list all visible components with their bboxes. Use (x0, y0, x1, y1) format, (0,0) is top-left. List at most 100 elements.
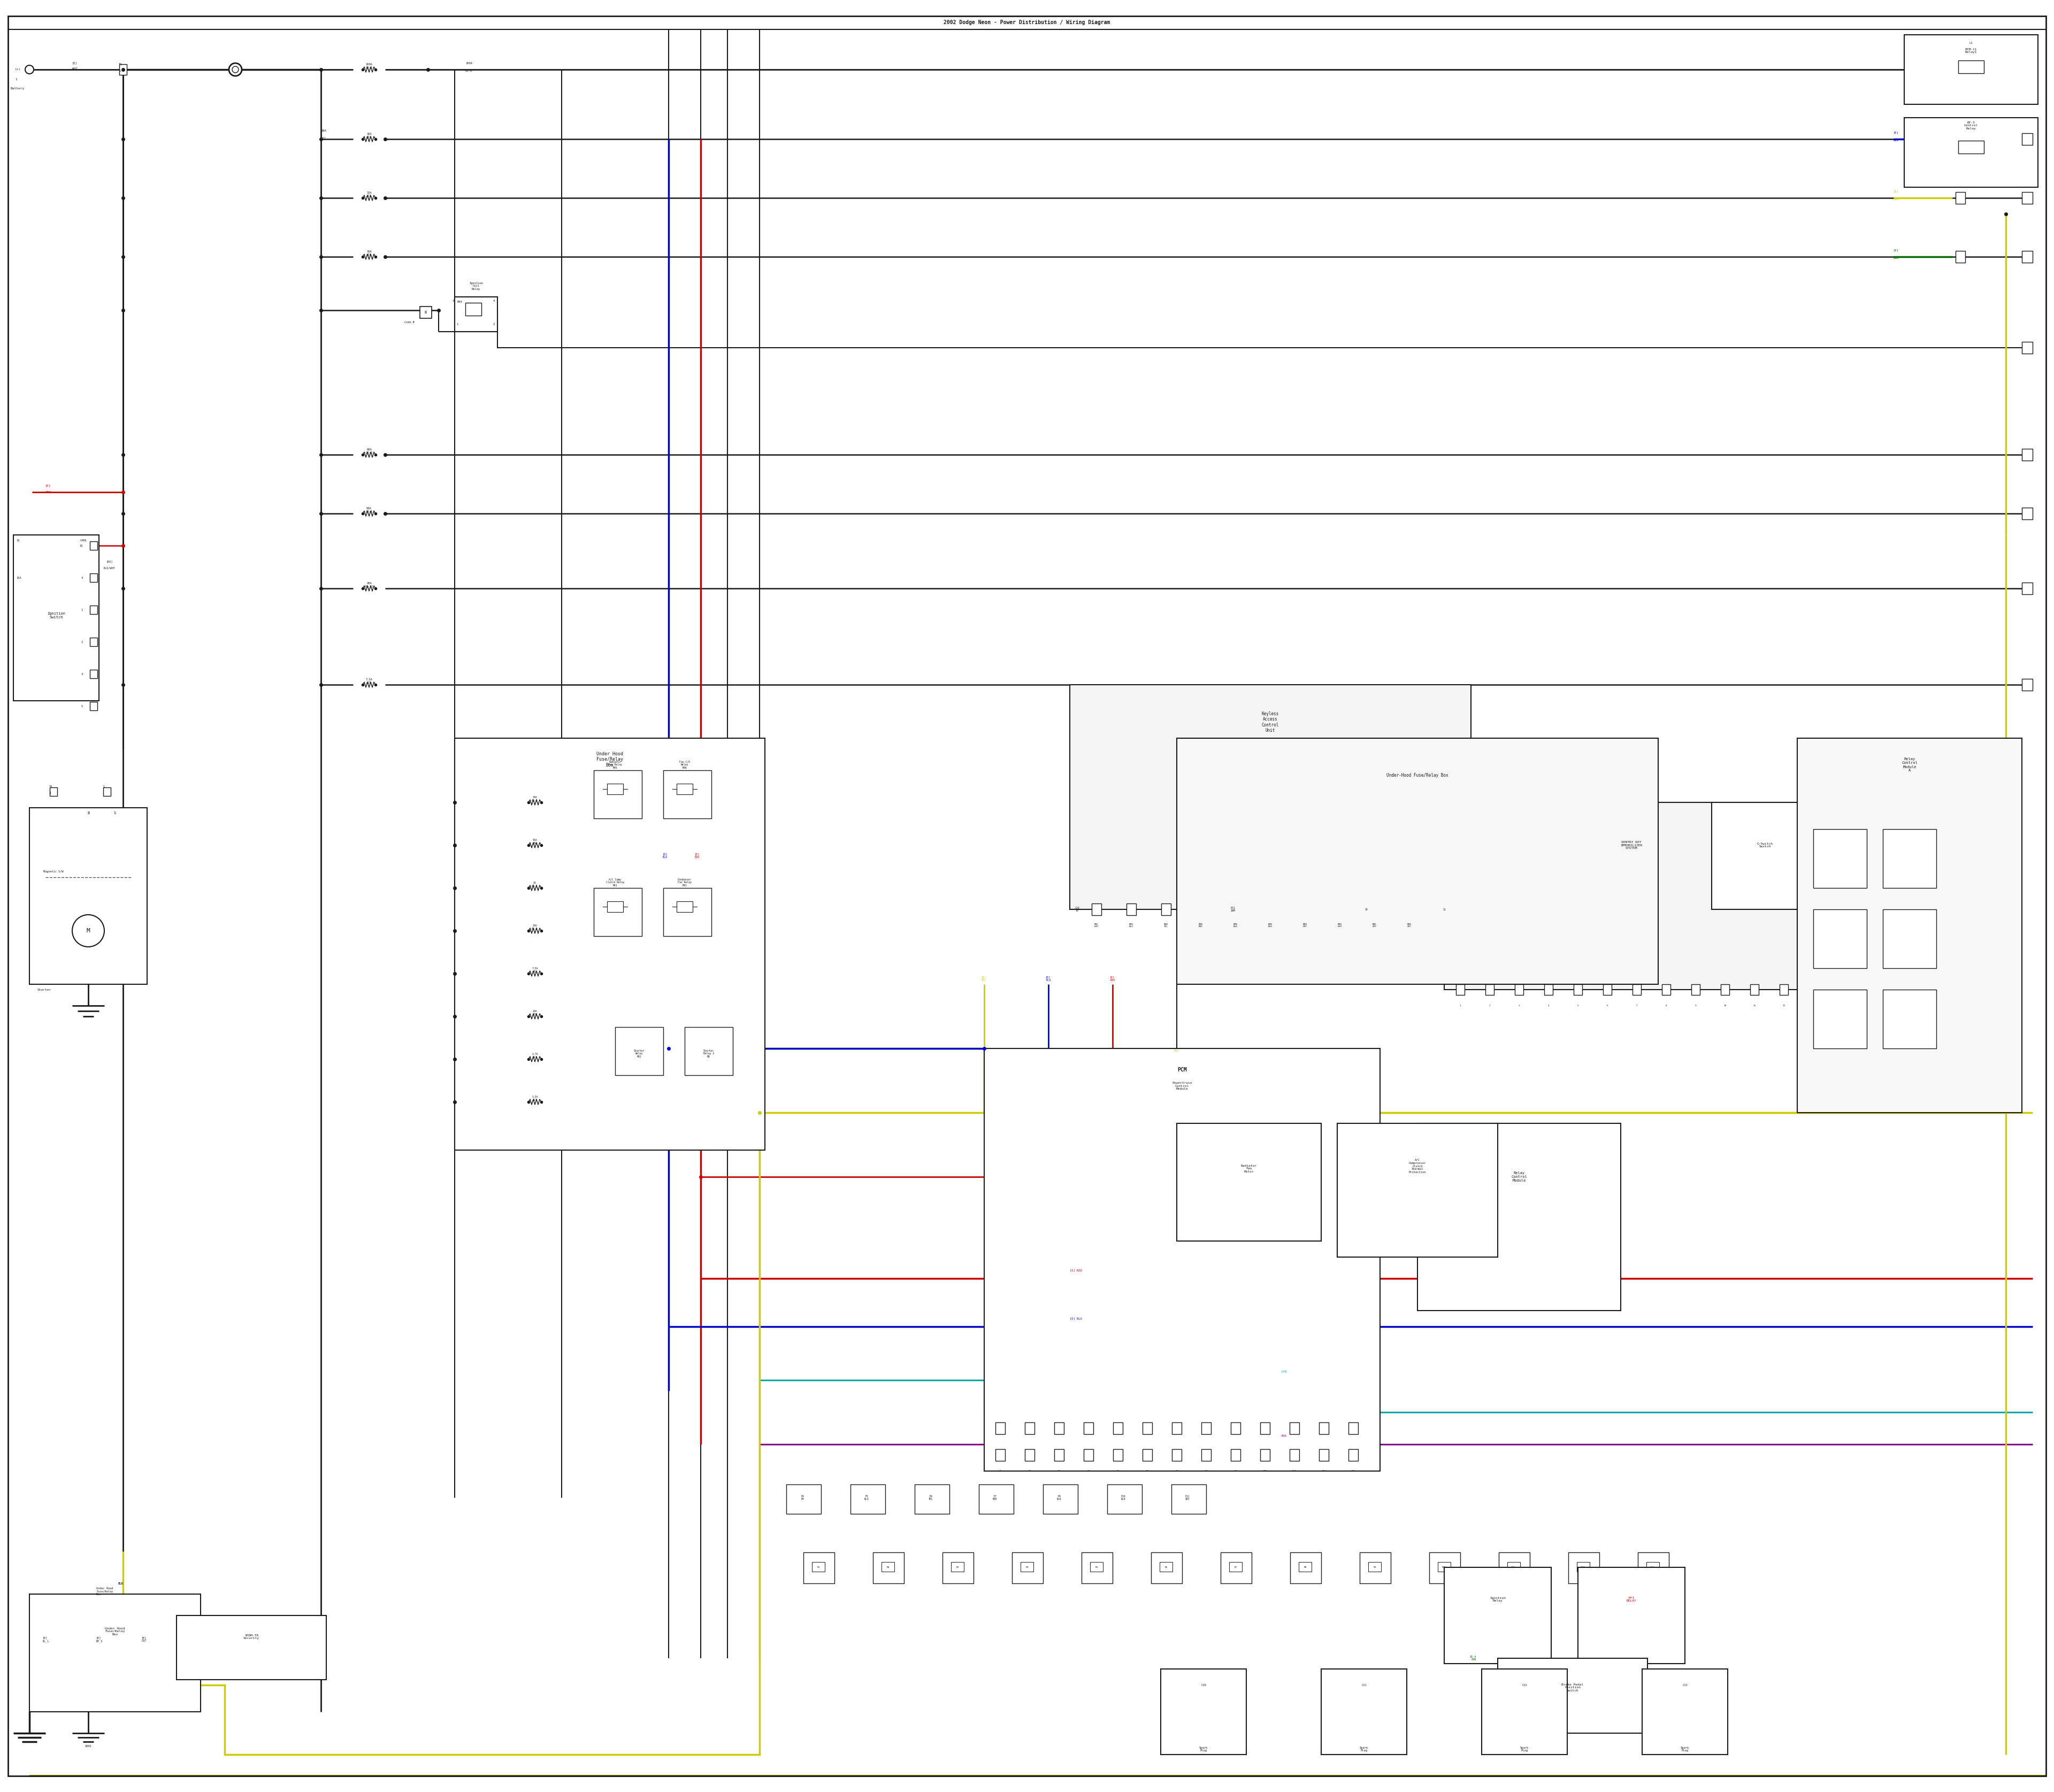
Bar (850, 1484, 885, 1514)
Text: 60A
A2-3: 60A A2-3 (366, 448, 372, 453)
Text: M44: M44 (458, 301, 462, 303)
Text: C4: C4 (1087, 1469, 1091, 1471)
Bar (1884, 989, 1937, 1048)
Bar (1904, 118, 2038, 186)
Bar (90, 573, 97, 582)
Bar (466, 303, 481, 315)
Text: 2002 Dodge Neon - Power Distribution / Wiring Diagram: 2002 Dodge Neon - Power Distribution / W… (943, 20, 1111, 25)
Bar (2021, 507, 2033, 520)
Bar (1054, 1423, 1064, 1434)
Bar (1091, 1563, 1103, 1572)
Text: WHT: WHT (72, 66, 78, 70)
Text: ELD: ELD (117, 1582, 123, 1584)
Text: Spark
Plug: Spark Plug (1520, 1747, 1528, 1753)
Text: 12: 12 (1783, 1005, 1785, 1007)
Text: 50A
A2-1: 50A A2-1 (366, 507, 372, 513)
Bar (1485, 984, 1493, 995)
Text: C11: C11 (1292, 1469, 1296, 1471)
Text: Brake Pedal
Position
Switch: Brake Pedal Position Switch (1561, 1683, 1584, 1692)
Text: Code B: Code B (405, 321, 415, 323)
Text: RED: RED (45, 491, 51, 493)
Text: [E]
RED: [E] RED (1109, 977, 1115, 982)
Text: [E]: [E] (45, 484, 51, 487)
Bar (803, 1552, 834, 1584)
Bar (1290, 1552, 1321, 1584)
Text: 2.7A
A11: 2.7A A11 (532, 1052, 538, 1059)
Text: Under Hood
Fuse/Relay
Box: Under Hood Fuse/Relay Box (596, 751, 622, 767)
Bar (996, 1423, 1004, 1434)
Text: M9: M9 (1374, 1566, 1376, 1568)
Bar (1202, 1423, 1212, 1434)
Text: 7.5A
A25: 7.5A A25 (366, 679, 372, 685)
Text: M13: M13 (1651, 1566, 1656, 1568)
Text: M12: M12 (1582, 1566, 1586, 1568)
Text: Radiator
Fan
Motor: Radiator Fan Motor (1241, 1165, 1257, 1174)
Text: 1.5A
A17: 1.5A A17 (532, 1095, 538, 1102)
Text: [EE]: [EE] (107, 561, 113, 563)
Text: BRB
BLK: BRB BLK (1234, 923, 1239, 928)
Bar (1516, 984, 1524, 995)
Text: [E]
BLU: [E] BLU (663, 853, 668, 858)
Bar (1335, 903, 1345, 916)
Bar (1113, 1450, 1124, 1460)
Bar (1508, 1563, 1520, 1572)
Text: BRE
GRY: BRE GRY (1372, 923, 1376, 928)
Text: Under-Hood Fuse/Relay Box: Under-Hood Fuse/Relay Box (1386, 772, 1448, 778)
Bar (1721, 984, 1729, 995)
Bar (1300, 903, 1310, 916)
Text: Starter
Relay 2
M8: Starter Relay 2 M8 (702, 1050, 715, 1059)
Text: BRB
GRY: BRB GRY (1302, 923, 1306, 928)
Bar (1202, 1450, 1212, 1460)
Bar (1349, 1450, 1358, 1460)
Text: Ignition
Coil
Relay: Ignition Coil Relay (468, 281, 483, 290)
Text: C6: C6 (1146, 1469, 1148, 1471)
Text: DGN: DGN (1894, 256, 1898, 260)
Bar (119, 65, 127, 75)
Text: C7: C7 (1175, 1469, 1179, 1471)
Text: M7: M7 (1234, 1566, 1237, 1568)
Bar (1797, 738, 2021, 1113)
Bar (419, 306, 431, 319)
Bar (1779, 984, 1789, 995)
Text: 2A
A4-1: 2A A4-1 (532, 882, 538, 887)
Text: A/C Comp
Clutch Relay
M41: A/C Comp Clutch Relay M41 (606, 878, 624, 887)
Bar (594, 889, 641, 935)
Text: C5: C5 (1117, 1469, 1119, 1471)
Bar (1161, 1668, 1247, 1754)
Circle shape (72, 914, 105, 946)
Bar (1647, 1563, 1660, 1572)
Bar (1177, 738, 1658, 984)
Text: [E] BLU: [E] BLU (1070, 1317, 1082, 1321)
Bar (1417, 1124, 1621, 1310)
Text: PCM: PCM (1177, 1068, 1187, 1073)
Text: CYN: CYN (1282, 1371, 1286, 1373)
Bar (1126, 903, 1136, 916)
Text: B: B (425, 310, 427, 314)
Bar (663, 889, 711, 935)
Bar (1085, 1423, 1093, 1434)
Bar (1321, 1668, 1407, 1754)
Text: 100A: 100A (466, 61, 472, 65)
Text: 30A
A4-9: 30A A4-9 (532, 796, 538, 801)
Text: 15A: 15A (16, 577, 21, 579)
Bar (1349, 1423, 1358, 1434)
Bar (1577, 1568, 1684, 1663)
Bar (1142, 1450, 1152, 1460)
Text: YEL: YEL (1894, 197, 1898, 201)
Text: F4
P4: F4 P4 (801, 1495, 803, 1500)
Text: F6
TEL: F6 TEL (928, 1495, 933, 1500)
Bar (1430, 1552, 1460, 1584)
Text: A21: A21 (320, 136, 327, 140)
Bar (1290, 1450, 1300, 1460)
Text: [E] RED: [E] RED (1070, 1269, 1082, 1272)
Bar (608, 783, 622, 794)
Bar (1070, 685, 1471, 909)
Bar (2021, 448, 2033, 461)
Text: 15: 15 (16, 539, 21, 541)
Text: Ignition
Relay: Ignition Relay (1489, 1597, 1506, 1602)
Bar (1161, 1563, 1173, 1572)
Bar (1113, 1423, 1124, 1434)
Bar (1633, 984, 1641, 995)
Text: F5
BLU: F5 BLU (865, 1495, 869, 1500)
Text: [E]: [E] (1894, 190, 1898, 194)
